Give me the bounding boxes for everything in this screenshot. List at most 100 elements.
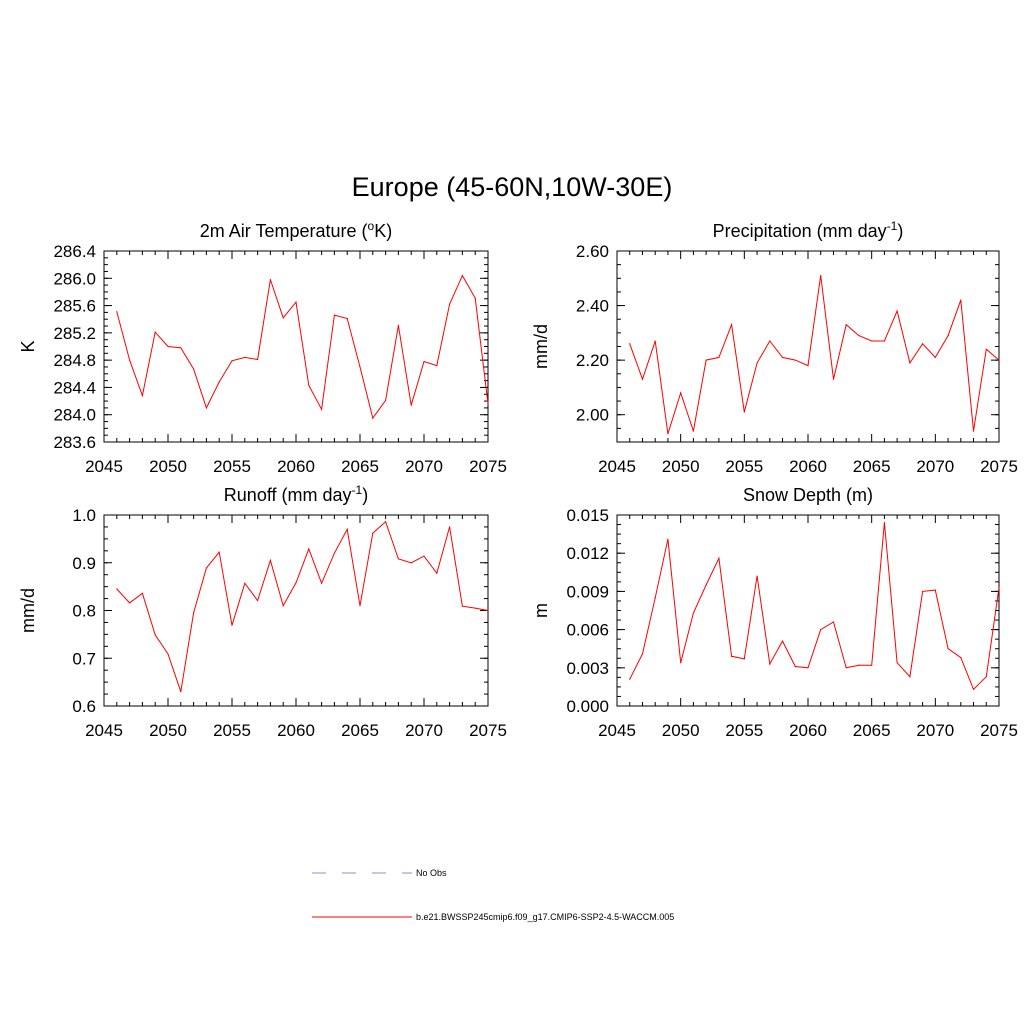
data-point <box>858 664 860 666</box>
panel-title-text: 2m Air Temperature ( <box>200 221 368 241</box>
data-point <box>985 348 987 350</box>
data-point <box>998 586 1000 589</box>
data-point <box>705 359 707 361</box>
chart-panel-precipitation: Precipitation (mm day-1) mm/d 2045 2050 2055… <box>531 219 1018 476</box>
data-point <box>461 274 463 277</box>
data-point <box>985 676 987 678</box>
data-point <box>680 662 682 664</box>
data-point <box>423 360 425 363</box>
data-point <box>883 522 886 524</box>
panel-title: Precipitation (mm day-1) <box>713 219 904 241</box>
x-tick-label: 2055 <box>725 721 763 740</box>
data-point <box>218 381 220 383</box>
data-point <box>180 691 182 693</box>
plot-frame <box>616 514 1000 707</box>
data-point <box>346 528 348 530</box>
data-point <box>769 663 771 665</box>
data-point <box>167 653 169 655</box>
data-point <box>934 356 936 359</box>
data-point <box>282 317 284 319</box>
data-point <box>385 521 387 523</box>
data-point <box>680 392 682 394</box>
panel-title-text: Snow Depth (m) <box>743 485 873 505</box>
panel-title-text: Runoff (mm day <box>224 485 352 505</box>
chart-panel-snow-depth: Snow Depth (m) m 2045 2050 2055 2060 2065 2070 2… <box>531 485 1018 740</box>
panel-title: Snow Depth (m) <box>743 485 873 505</box>
data-point <box>718 557 720 559</box>
data-point <box>487 609 489 612</box>
panel-title-end: ) <box>362 485 368 505</box>
data-point <box>449 303 451 305</box>
legend: No Obs b.e21.BWSSP245cmip6.f09_g17.CMIP6… <box>312 868 674 922</box>
y-tick-label: 285.6 <box>53 297 96 316</box>
data-point <box>832 378 835 380</box>
data-point <box>141 395 143 397</box>
data-point <box>947 334 949 337</box>
data-point <box>896 310 898 312</box>
data-point <box>154 331 156 333</box>
y-tick-label: 0.7 <box>72 649 96 668</box>
x-tick-label: 2050 <box>149 457 187 476</box>
y-tick-label: 2.60 <box>576 242 609 261</box>
data-point <box>269 279 271 281</box>
panel-title: Runoff (mm day-1) <box>224 483 368 505</box>
data-point <box>436 365 438 367</box>
data-point <box>359 605 361 607</box>
y-tick-label: 0.000 <box>566 697 609 716</box>
data-point <box>129 359 131 361</box>
legend-label-model-run: b.e21.BWSSP245cmip6.f09_g17.CMIP6-SSP2-4… <box>416 912 674 922</box>
x-tick-label: 2055 <box>725 457 763 476</box>
y-tick-label: 0.015 <box>566 506 609 525</box>
y-tick-label: 284.8 <box>53 351 96 370</box>
data-point <box>436 572 438 574</box>
data-point <box>629 678 631 680</box>
y-tick-label: 286.4 <box>53 242 96 261</box>
data-point <box>781 640 784 642</box>
x-tick-label: 2075 <box>469 457 507 476</box>
data-point <box>756 362 758 364</box>
data-point <box>909 676 911 678</box>
x-tick-label: 2070 <box>405 721 443 740</box>
data-point <box>654 340 656 342</box>
data-point <box>871 340 873 342</box>
data-point <box>960 299 962 301</box>
data-point <box>871 664 873 666</box>
data-point <box>218 551 220 553</box>
panel-title: 2m Air Temperature (oK) <box>200 219 392 241</box>
data-point <box>807 667 809 669</box>
x-tick-label: 2065 <box>853 721 891 740</box>
data-point <box>397 558 399 560</box>
y-tick-label: 0.8 <box>72 602 96 621</box>
data-point <box>410 562 412 564</box>
x-tick-label: 2050 <box>149 721 187 740</box>
x-tick-label: 2045 <box>85 721 123 740</box>
data-point <box>308 548 310 550</box>
x-tick-label: 2045 <box>598 457 636 476</box>
data-point <box>269 559 271 561</box>
data-point <box>180 347 182 349</box>
data-point <box>998 359 1000 361</box>
plot-frame <box>103 514 489 707</box>
chart-panel-air-temperature: 2m Air Temperature (oK) K 2045 2050 2055 2060… <box>18 219 507 476</box>
data-point <box>333 314 335 316</box>
data-point <box>756 575 758 577</box>
panel-title-superscript: -1 <box>352 483 363 497</box>
data-point <box>667 538 669 540</box>
data-point <box>397 324 399 326</box>
panel-title-superscript: -1 <box>887 219 898 233</box>
x-tick-label: 2070 <box>916 457 954 476</box>
data-point <box>845 667 847 669</box>
data-point <box>487 403 489 405</box>
data-point <box>972 688 975 691</box>
data-point <box>781 356 784 359</box>
data-point <box>282 605 284 607</box>
chart-panel-runoff: Runoff (mm day-1) mm/d 2045 2050 2055 2060 206… <box>18 483 507 740</box>
data-point <box>807 365 809 367</box>
data-point <box>731 655 733 657</box>
data-point <box>167 345 169 348</box>
x-tick-label: 2050 <box>662 457 700 476</box>
series-line-snow-depth <box>629 522 1000 691</box>
legend-entry-model-run: b.e21.BWSSP245cmip6.f09_g17.CMIP6-SSP2-4… <box>312 912 674 922</box>
data-point <box>474 607 476 609</box>
